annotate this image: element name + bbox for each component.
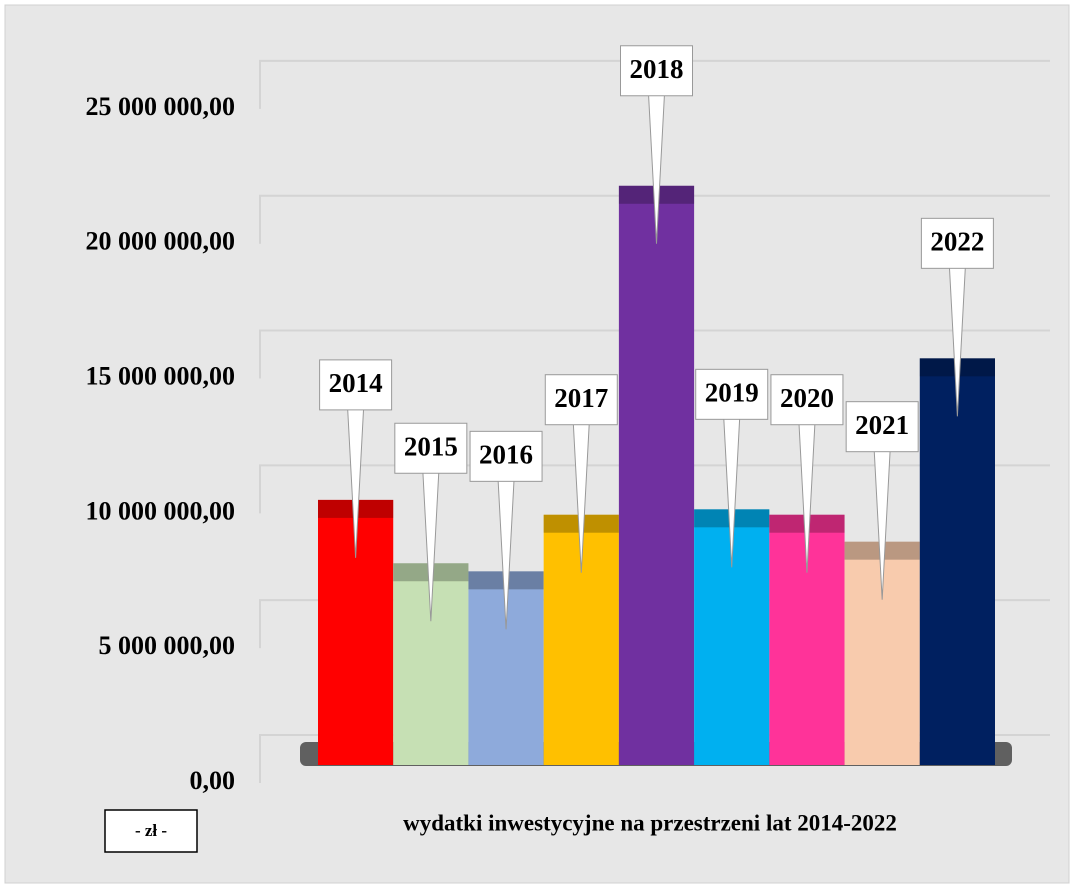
grid-line [259, 329, 1050, 379]
label-pointer [948, 266, 966, 417]
unit-label: - zł - [135, 821, 167, 840]
y-tick-label: 25 000 000,00 [86, 92, 236, 121]
data-label: 2020 [780, 383, 834, 413]
unit-box [104, 809, 198, 853]
label-pointer [422, 471, 440, 622]
labels: 2014 2015 2016 2017 2018 2019 2020 2021 2022 [319, 45, 994, 630]
label-pointer [648, 93, 665, 244]
label-box [845, 401, 919, 453]
bar [618, 185, 695, 765]
y-tick-label: 0,00 [190, 766, 236, 795]
label-pointer [347, 407, 365, 558]
label-box [770, 374, 844, 426]
y-tick-label: 10 000 000,00 [86, 496, 236, 525]
data-label: 2015 [404, 431, 458, 461]
y-tick-label: 15 000 000,00 [86, 362, 236, 391]
data-label: 2016 [479, 440, 533, 470]
label-pointer [873, 449, 891, 600]
label-pointer [497, 479, 515, 630]
x-axis-label: wydatki inwestycyjne na przestrzeni lat … [403, 810, 897, 835]
y-tick-label: 20 000 000,00 [86, 227, 236, 256]
label-box [544, 374, 618, 426]
data-label: 2018 [630, 54, 684, 84]
grid [259, 59, 1050, 783]
data-label: 2014 [329, 368, 383, 398]
label-box [920, 217, 994, 269]
data-label: 2019 [705, 378, 759, 408]
label-box [469, 430, 543, 482]
label-box [695, 368, 769, 420]
data-label: 2021 [855, 410, 909, 440]
label-pointer [723, 417, 741, 568]
data-label: 2017 [554, 383, 608, 413]
bar [919, 358, 995, 765]
label-pointer [572, 422, 590, 573]
label-box [319, 359, 393, 411]
grid-line [259, 194, 1050, 244]
data-label: 2022 [930, 227, 984, 257]
label-pointer [798, 422, 816, 573]
y-tick-label: 5 000 000,00 [99, 631, 236, 660]
label-box [620, 45, 693, 97]
grid-line [259, 464, 1050, 514]
grid-line [259, 59, 1050, 109]
label-box [394, 422, 468, 474]
